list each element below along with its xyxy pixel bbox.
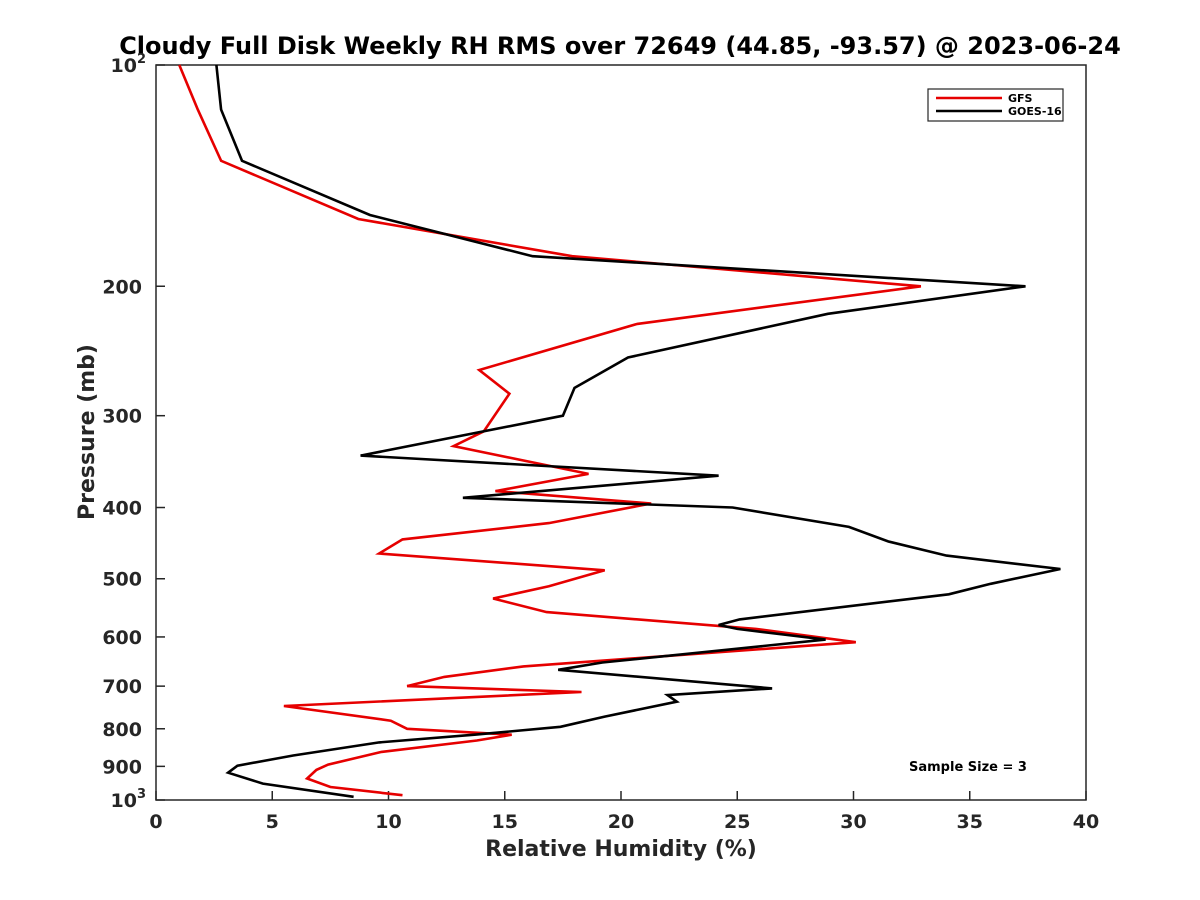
y-tick-label: 500 <box>102 569 142 591</box>
y-tick-base: 10 <box>111 55 137 77</box>
y-axis-label: Pressure (mb) <box>75 344 100 520</box>
series-line-gfs <box>178 64 922 797</box>
x-axis: 0 5 10 15 20 25 30 35 40 <box>149 791 1099 833</box>
x-tick-label: 15 <box>492 811 518 833</box>
x-tick-label: 0 <box>149 811 162 833</box>
y-tick-base: 10 <box>111 790 137 812</box>
x-tick-label: 5 <box>266 811 279 833</box>
x-tick-label: 25 <box>724 811 750 833</box>
x-tick-label: 10 <box>375 811 401 833</box>
y-tick-label: 103 <box>111 787 147 812</box>
x-tick-label: 35 <box>957 811 983 833</box>
data-series <box>178 64 1061 799</box>
x-tick-label: 20 <box>608 811 634 833</box>
x-axis-label: Relative Humidity (%) <box>485 837 757 862</box>
y-tick-label: 700 <box>102 676 142 698</box>
y-tick-exponent: 3 <box>137 787 146 802</box>
y-tick-label: 400 <box>102 498 142 520</box>
y-tick-label: 102 <box>111 52 147 77</box>
legend-box <box>927 88 1064 122</box>
y-tick-label: 900 <box>102 756 142 778</box>
legend-label-gfs: GFS <box>1008 92 1033 105</box>
legend: GFS GOES-16 <box>927 88 1064 122</box>
x-tick-label: 30 <box>840 811 866 833</box>
x-tick-label: 40 <box>1073 811 1099 833</box>
y-tick-exponent: 2 <box>137 52 146 67</box>
y-tick-label: 200 <box>102 276 142 298</box>
legend-label-goes16: GOES-16 <box>1008 105 1062 118</box>
sample-size-annotation: Sample Size = 3 <box>909 760 1027 775</box>
y-tick-label: 600 <box>102 627 142 649</box>
chart-title: Cloudy Full Disk Weekly RH RMS over 7264… <box>119 32 1121 60</box>
series-line-goes16 <box>215 64 1061 799</box>
y-tick-label: 800 <box>102 719 142 741</box>
y-tick-label: 300 <box>102 406 142 428</box>
